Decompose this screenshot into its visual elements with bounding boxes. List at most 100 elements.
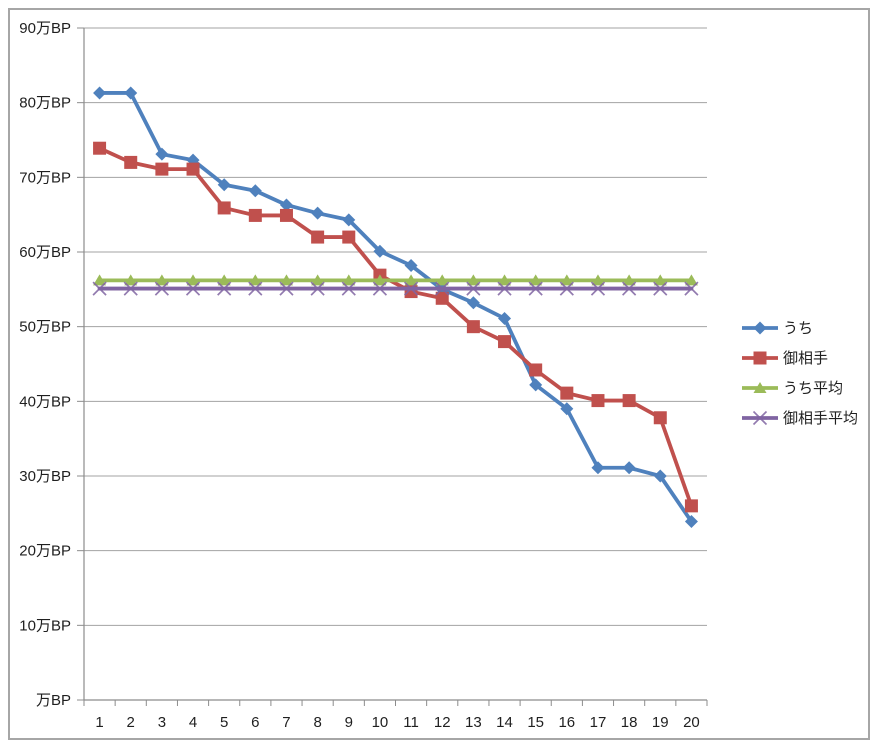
series-marker-uchi [373,244,387,258]
series-marker-uchi-average [248,274,262,286]
series-marker-o-aite [155,162,169,176]
y-axis-tick-label: 50万BP [19,319,71,336]
x-axis-tick-label: 20 [683,714,700,731]
series-marker-uchi-average [93,274,107,286]
x-axis-tick-label: 6 [251,714,259,731]
series-o-aite-average [92,281,699,296]
x-axis-tick-label: 3 [158,714,166,731]
series-marker-uchi-average [684,274,698,286]
legend-label-uchi-average: うち平均 [783,380,843,397]
x-axis-tick-label: 14 [496,714,513,731]
series-marker-uchi [653,469,667,483]
x-axis-tick-label: 12 [434,714,451,731]
series-marker-uchi [155,147,169,161]
legend-label-uchi: うち [783,320,813,337]
y-axis-tick-label: 60万BP [19,244,71,261]
series-marker-uchi-average [435,274,449,286]
series-marker-o-aite [560,386,574,400]
series-marker-o-aite [498,335,512,349]
series-marker-uchi-average [217,274,231,286]
series-marker-uchi [498,311,512,325]
series-marker-o-aite [311,230,325,244]
series-marker-uchi [342,213,356,227]
series-marker-o-aite [124,155,138,169]
legend-label-o-aite: 御相手 [783,350,828,367]
x-axis-tick-label: 11 [403,714,419,731]
series-marker-uchi [279,198,293,212]
series-marker-uchi-average [498,274,512,286]
x-axis-tick-label: 15 [527,714,544,731]
x-axis-tick-label: 4 [189,714,197,731]
y-axis-tick-label: 40万BP [19,393,71,410]
series-marker-uchi [248,184,262,198]
x-axis-tick-label: 17 [590,714,607,731]
series-marker-uchi-average [279,274,293,286]
y-axis-tick-label: 90万BP [19,20,71,37]
series-marker-o-aite [93,141,107,155]
series-marker-uchi [217,178,231,192]
series-marker-uchi-average [560,274,574,286]
series-marker-o-aite [186,162,200,176]
legend-marker-uchi-average [753,382,767,393]
series-marker-uchi [466,296,480,310]
legend-marker-uchi [753,321,767,335]
y-axis-tick-label: 30万BP [19,468,71,485]
x-axis-tick-label: 1 [95,714,103,731]
x-axis-tick-label: 5 [220,714,228,731]
series-marker-uchi [529,378,543,392]
series-marker-uchi-average [653,274,667,286]
series-marker-uchi-average [404,274,418,286]
series-marker-uchi [591,461,605,475]
series-marker-uchi [93,86,107,100]
x-axis-tick-label: 9 [345,714,353,731]
series-marker-o-aite [591,394,605,408]
x-axis-tick-label: 19 [652,714,669,731]
series-marker-o-aite [653,411,667,425]
series-marker-uchi [684,515,698,529]
y-axis-tick-label: 10万BP [19,617,71,634]
x-axis-tick-label: 7 [282,714,290,731]
y-axis-tick-label: 20万BP [19,543,71,560]
legend-item-uchi: うち [742,320,813,337]
series-marker-uchi-average [155,274,169,286]
series-marker-o-aite [248,208,262,222]
series-uchi-average [93,274,698,286]
series-marker-o-aite [435,291,449,305]
series-marker-o-aite [684,499,698,513]
legend-label-o-aite-average: 御相手平均 [783,410,858,427]
series-marker-o-aite [217,201,231,215]
x-axis-tick-label: 2 [127,714,135,731]
series-marker-o-aite [529,363,543,377]
series-marker-uchi-average [466,274,480,286]
series-marker-uchi [560,402,574,416]
series-marker-uchi [622,461,636,475]
y-axis-tick-label: 70万BP [19,169,71,186]
series-marker-o-aite [622,394,636,408]
x-axis-tick-label: 13 [465,714,482,731]
x-axis-tick-label: 10 [372,714,389,731]
series-marker-o-aite [279,208,293,222]
legend-marker-o-aite [753,351,767,365]
y-axis-tick-label: 80万BP [19,95,71,112]
series-marker-o-aite [342,230,356,244]
x-axis-tick-label: 18 [621,714,638,731]
series-marker-uchi-average [591,274,605,286]
series-marker-uchi-average [373,274,387,286]
y-axis-tick-label: 万BP [36,692,71,709]
chart-frame [8,8,870,740]
series-marker-o-aite [466,320,480,334]
legend-item-o-aite: 御相手 [742,350,828,367]
series-marker-uchi-average [124,274,138,286]
legend-item-uchi-average: うち平均 [742,380,843,397]
series-marker-uchi-average [186,274,200,286]
series-marker-uchi-average [622,274,636,286]
series-marker-uchi [311,206,325,220]
series-marker-uchi [124,86,138,100]
series-marker-uchi-average [342,274,356,286]
legend-item-o-aite-average: 御相手平均 [742,410,858,427]
series-marker-uchi-average [529,274,543,286]
series-marker-uchi [404,258,418,272]
